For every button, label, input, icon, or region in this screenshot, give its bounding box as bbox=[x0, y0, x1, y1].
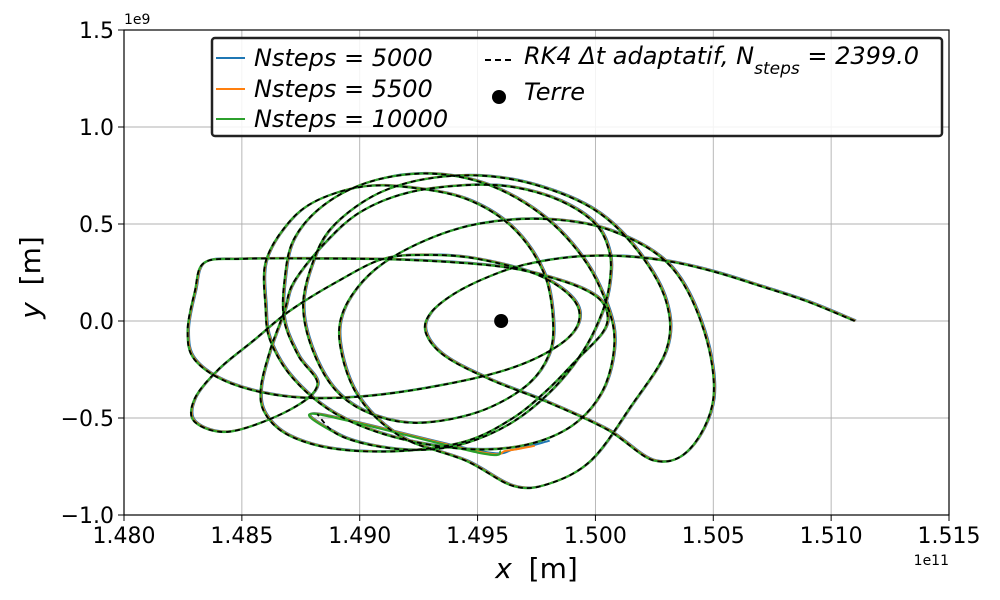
x-offset-label: 1e11 bbox=[914, 553, 949, 569]
x-tick-label: 1.515 bbox=[918, 524, 981, 549]
legend-label-nsteps-10000: Nsteps = 10000 bbox=[254, 105, 448, 133]
legend-rk4-prefix: RK4 Δt adaptatif, N bbox=[524, 42, 754, 70]
series-line-nsteps-5000 bbox=[187, 171, 857, 489]
y-axis-var: y bbox=[14, 302, 47, 320]
legend-label-nsteps-5000: Nsteps = 5000 bbox=[254, 44, 433, 72]
x-tick-label: 1.490 bbox=[328, 524, 391, 549]
y-tick-label: 0.5 bbox=[79, 213, 114, 238]
y-tick-label: −1.0 bbox=[61, 504, 114, 529]
y-axis-label: y [m] bbox=[14, 236, 47, 320]
y-tick-label: 1.5 bbox=[79, 19, 114, 44]
legend: Nsteps = 5000 Nsteps = 5500 Nsteps = 100… bbox=[210, 36, 944, 138]
y-tick-label: −0.5 bbox=[61, 407, 114, 432]
legend-rk4-suffix: = 2399.0 bbox=[800, 42, 919, 70]
series-lines bbox=[186, 171, 857, 490]
legend-earth-marker bbox=[492, 90, 506, 104]
series-line-rk4-adaptive bbox=[186, 172, 856, 490]
y-offset-label: 1e9 bbox=[124, 12, 150, 28]
legend-label-earth: Terre bbox=[524, 78, 585, 106]
x-tick-label: 1.500 bbox=[564, 524, 627, 549]
x-tick-label: 1.480 bbox=[93, 524, 156, 549]
axis-ticks: 1.480 1.485 1.490 1.495 1.500 1.505 1.510 1.515… bbox=[61, 19, 981, 549]
x-axis-var: x bbox=[494, 552, 512, 585]
x-tick-label: 1.505 bbox=[682, 524, 745, 549]
axes-frame bbox=[123, 29, 950, 516]
y-axis-unit: [m] bbox=[14, 236, 47, 285]
legend-label-rk4: RK4 Δt adaptatif, Nsteps = 2399.0 bbox=[524, 42, 919, 79]
legend-label-nsteps-5500: Nsteps = 5500 bbox=[254, 75, 433, 103]
x-tick-label: 1.495 bbox=[446, 524, 509, 549]
series-line-nsteps-5500 bbox=[187, 172, 856, 489]
series-line-nsteps-10000 bbox=[186, 172, 856, 490]
x-tick-label: 1.510 bbox=[800, 524, 863, 549]
earth-point bbox=[494, 314, 509, 328]
x-axis-unit: [m] bbox=[529, 552, 578, 585]
legend-rk4-subscript: steps bbox=[754, 59, 800, 79]
y-tick-label: 1.0 bbox=[79, 116, 114, 141]
x-axis-label: x [m] bbox=[494, 552, 578, 585]
x-tick-label: 1.485 bbox=[210, 524, 273, 549]
y-tick-label: 0.0 bbox=[79, 310, 114, 335]
legend-box bbox=[210, 36, 944, 138]
earth-marker-layer bbox=[494, 314, 509, 328]
